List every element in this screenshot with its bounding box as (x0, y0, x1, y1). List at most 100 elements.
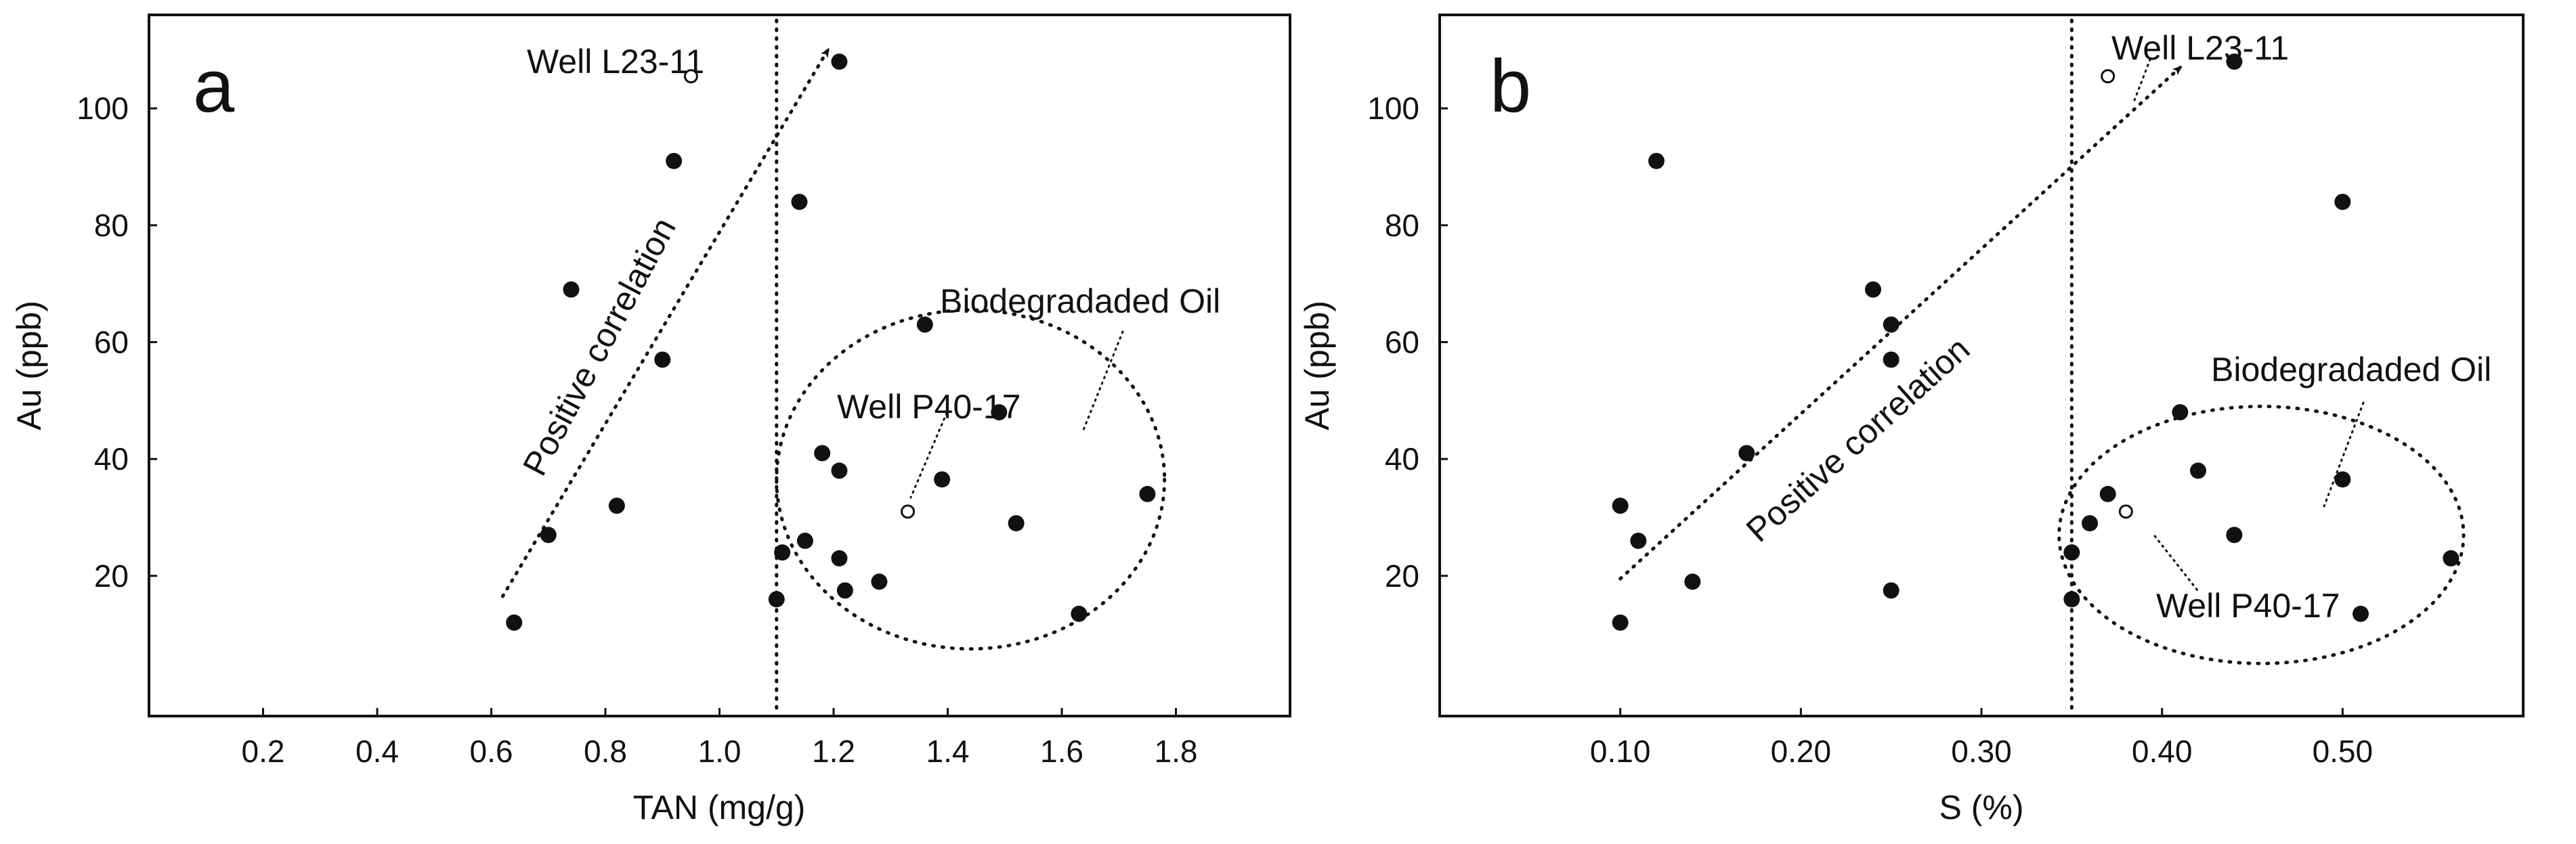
panel-a-x-axis-title: TAN (mg/g) (633, 789, 806, 826)
data-point (831, 53, 848, 70)
open-data-point (901, 504, 916, 519)
data-point (2353, 605, 2369, 622)
data-point (1865, 281, 1881, 298)
panel-a-trend-arrow (500, 47, 830, 598)
y-tick-label: 20 (1385, 558, 1419, 594)
open-data-point (2118, 504, 2133, 519)
x-tick-label: 0.2 (242, 734, 285, 769)
data-point (831, 550, 848, 567)
data-point (506, 614, 523, 631)
panel-a-y-ticks: 20 40 60 80 100 (77, 91, 157, 594)
data-point (796, 533, 813, 549)
data-point (1612, 497, 1629, 514)
data-point (814, 445, 831, 462)
x-tick-label: 1.2 (812, 734, 855, 769)
data-point (2063, 544, 2080, 561)
panel-a-region-leader (1081, 330, 1124, 435)
panel-b-points (1612, 53, 2460, 631)
y-tick-label: 40 (94, 441, 129, 476)
x-tick-label: 0.8 (584, 734, 627, 769)
data-point (2099, 485, 2116, 502)
data-point (2063, 591, 2080, 608)
data-point (666, 152, 683, 169)
panel-b-well-l23-label: Well L23-11 (2111, 29, 2289, 67)
panel-b-trend-arrow (1618, 66, 2183, 581)
data-point (2443, 550, 2460, 567)
x-tick-label: 1.6 (1040, 734, 1083, 769)
y-tick-label: 100 (77, 91, 129, 126)
panel-b-p40-leader (2153, 535, 2201, 594)
panel-b-y-ticks: 20 40 60 80 100 (1367, 91, 1448, 594)
panel-a-frame (148, 14, 1291, 717)
data-point (1008, 515, 1025, 532)
data-point (2334, 194, 2351, 210)
panel-b-trend-label: Positive correlation (1739, 330, 1977, 549)
open-data-point (2101, 69, 2116, 84)
data-point (768, 591, 785, 608)
y-tick-label: 40 (1385, 441, 1419, 476)
data-point (871, 573, 888, 590)
panel-a-points (506, 53, 1156, 631)
panel-b-l23-leader (2133, 58, 2151, 102)
data-point (1883, 351, 1899, 368)
data-point (608, 497, 625, 514)
data-point (1883, 316, 1899, 333)
x-tick-label: 0.30 (1951, 734, 2012, 769)
panel-a-biodegraded-region (775, 308, 1167, 651)
x-tick-label: 1.0 (698, 734, 742, 769)
panel-a-well-l23-label: Well L23-11 (527, 43, 704, 81)
data-point (2226, 53, 2243, 70)
x-tick-label: 0.40 (2132, 734, 2193, 769)
data-point (1630, 533, 1647, 549)
y-tick-label: 60 (94, 324, 129, 359)
y-tick-label: 100 (1367, 91, 1419, 126)
data-point (654, 351, 671, 368)
data-point (2226, 527, 2243, 543)
data-point (934, 471, 951, 488)
data-point (1071, 605, 1088, 622)
panel-a-y-axis-title: Au (ppb) (10, 301, 48, 430)
x-tick-label: 1.4 (926, 734, 970, 769)
x-tick-label: 0.6 (470, 734, 513, 769)
data-point (1684, 573, 1701, 590)
panel-b-well-p40-label: Well P40-17 (2156, 587, 2340, 625)
y-tick-label: 80 (1385, 208, 1419, 243)
data-point (1648, 152, 1665, 169)
y-tick-label: 80 (94, 208, 129, 243)
data-point (831, 462, 848, 479)
panel-b-region-leader (2323, 401, 2365, 508)
panel-a-x-ticks: 0.2 0.4 0.6 0.8 1.0 1.2 1.4 1.6 1.8 (242, 708, 1198, 769)
x-tick-label: 0.10 (1590, 734, 1651, 769)
x-tick-label: 0.50 (2313, 734, 2374, 769)
data-point (991, 404, 1008, 421)
data-point (2334, 471, 2351, 488)
panel-a-well-p40-label: Well P40-17 (837, 388, 1021, 426)
data-point (2172, 404, 2189, 421)
panel-b-y-axis-title: Au (ppb) (1298, 301, 1336, 430)
panel-a-region-label: Biodegradaded Oil (940, 282, 1220, 320)
panel-b-x-axis-title: S (%) (1939, 789, 2024, 826)
panel-b: b 0.10 0.20 0.30 0.40 0.50 20 40 60 80 100 S (%)… (1298, 14, 2525, 826)
panel-b-biodegraded-region (2057, 404, 2466, 665)
x-tick-label: 0.4 (356, 734, 399, 769)
data-point (791, 194, 808, 210)
data-point (836, 582, 853, 599)
x-tick-label: 1.8 (1155, 734, 1198, 769)
data-point (1883, 582, 1899, 599)
panel-a: a 0.2 0.4 0.6 0.8 1.0 1.2 1.4 1.6 1.8 20 40 60 80 10… (10, 14, 1291, 826)
data-point (1139, 485, 1156, 502)
panel-a-trend-label: Positive correlation (515, 211, 683, 481)
data-point (916, 316, 933, 333)
data-point (540, 527, 557, 543)
panel-b-region-label: Biodegradaded Oil (2211, 351, 2491, 388)
y-tick-label: 20 (94, 558, 129, 594)
data-point (1738, 445, 1755, 462)
data-point (563, 281, 580, 298)
open-data-point (683, 69, 698, 84)
data-point (774, 544, 791, 561)
data-point (2190, 462, 2206, 479)
y-tick-label: 60 (1385, 324, 1419, 359)
panel-b-letter: b (1490, 45, 1531, 128)
